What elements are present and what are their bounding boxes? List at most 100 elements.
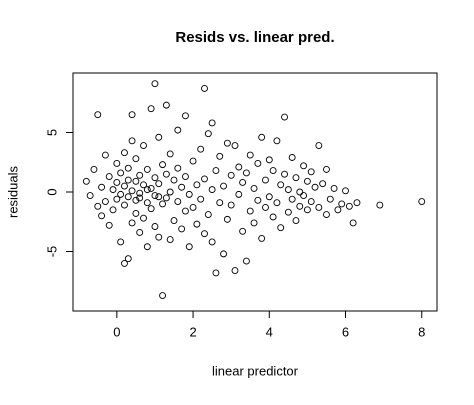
point — [281, 170, 288, 178]
point — [242, 169, 250, 177]
x-axis-label: linear predictor — [212, 363, 299, 378]
point — [147, 205, 155, 213]
point — [124, 255, 132, 263]
point — [128, 111, 136, 119]
point — [155, 133, 163, 141]
chart-title: Resids vs. linear pred. — [175, 29, 334, 46]
point — [250, 184, 258, 192]
point — [162, 170, 170, 178]
plot-frame — [72, 72, 438, 312]
point — [204, 211, 212, 219]
point — [201, 175, 208, 183]
y-tick-label: -5 — [44, 246, 59, 258]
point — [166, 150, 174, 158]
point — [223, 215, 231, 223]
point — [132, 209, 140, 217]
point — [124, 164, 132, 172]
point — [170, 217, 178, 225]
point — [128, 137, 136, 145]
point — [227, 201, 235, 209]
point — [223, 139, 231, 147]
point — [170, 176, 178, 184]
point — [376, 201, 384, 209]
point — [193, 220, 201, 228]
point — [349, 219, 357, 227]
x-tick-label: 4 — [266, 324, 273, 339]
point — [292, 217, 300, 225]
point — [307, 198, 315, 205]
point — [288, 195, 296, 203]
point — [105, 221, 113, 229]
point — [109, 186, 117, 194]
point — [216, 199, 224, 207]
point — [220, 250, 228, 258]
y-axis-label: residuals — [5, 165, 20, 218]
point — [239, 179, 247, 186]
point — [193, 181, 201, 189]
point — [303, 206, 311, 214]
point — [155, 180, 163, 188]
point — [277, 224, 285, 232]
point — [296, 188, 304, 196]
x-tick-label: 2 — [189, 324, 196, 339]
point — [204, 130, 212, 138]
point — [132, 155, 140, 163]
point — [338, 200, 346, 208]
point — [181, 112, 189, 120]
point — [212, 269, 220, 277]
point — [113, 179, 121, 186]
point — [330, 184, 338, 192]
point — [319, 180, 327, 188]
point — [296, 202, 304, 210]
point — [140, 214, 147, 222]
point — [151, 192, 159, 200]
point — [315, 142, 323, 150]
point — [86, 192, 94, 200]
point — [201, 85, 208, 92]
point — [124, 176, 132, 184]
point — [178, 183, 186, 191]
point — [334, 206, 342, 214]
point — [246, 151, 254, 159]
point — [303, 177, 311, 185]
point — [250, 219, 258, 227]
point — [262, 204, 269, 211]
point — [300, 192, 308, 200]
point — [124, 193, 132, 201]
point — [128, 219, 136, 227]
point — [277, 181, 285, 189]
point — [311, 183, 319, 191]
point — [208, 119, 216, 127]
point — [143, 199, 151, 207]
point — [121, 149, 128, 157]
point — [227, 171, 235, 179]
point — [307, 168, 315, 176]
point — [281, 113, 288, 121]
point — [185, 190, 193, 198]
point — [174, 126, 182, 134]
point — [265, 193, 273, 201]
point — [254, 196, 262, 204]
point — [90, 165, 98, 173]
point — [159, 161, 167, 169]
point — [315, 204, 323, 211]
point — [323, 165, 330, 173]
point — [273, 137, 281, 145]
point — [265, 156, 273, 164]
y-tick-label: 0 — [44, 188, 59, 195]
point — [269, 167, 277, 175]
point — [132, 177, 140, 185]
point — [147, 105, 155, 113]
point — [105, 173, 113, 180]
point — [216, 152, 224, 160]
point — [174, 164, 182, 172]
point — [239, 227, 247, 235]
point — [231, 267, 239, 274]
point — [212, 167, 220, 175]
y-tick-label: 5 — [44, 129, 59, 136]
point — [185, 243, 193, 251]
point — [162, 194, 170, 202]
point — [220, 182, 228, 190]
point — [345, 202, 353, 210]
